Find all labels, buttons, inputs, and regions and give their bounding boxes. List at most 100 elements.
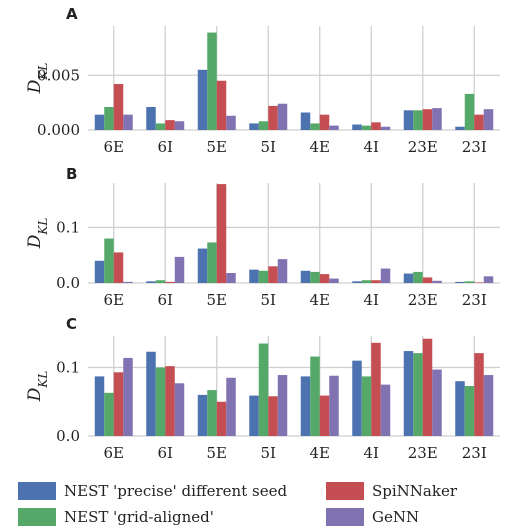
panel-C-xtick-label: 23I — [462, 444, 487, 462]
panel-B-bar — [268, 266, 278, 283]
panel-A-bar — [422, 109, 433, 130]
panel-C-bar — [352, 360, 362, 436]
panel-B-bar — [483, 276, 494, 283]
panel-B-bar — [422, 277, 433, 283]
panel-C-bar — [165, 366, 175, 436]
panel-A-bar — [123, 114, 133, 130]
panel-C-ylabel: DKL — [25, 371, 50, 403]
panel-B-bar — [329, 278, 339, 283]
panel-B-bar — [371, 280, 381, 283]
panel-A-bar — [94, 114, 105, 130]
panel-A-bar — [413, 110, 423, 130]
panel-A-bar — [403, 110, 414, 130]
panel-C-bar — [146, 351, 156, 436]
panel-B-bar — [310, 271, 320, 283]
panel-B-bar — [226, 273, 236, 283]
panel-C-xtick-label: 4E — [310, 444, 331, 462]
ylabel-main: D — [25, 387, 45, 402]
panel-A-xtick-label: 5E — [207, 138, 228, 156]
panel-A-xtick-label: 6I — [158, 138, 174, 156]
panel-C-bar — [474, 353, 484, 436]
legend-swatch — [326, 508, 364, 526]
panel-A-xtick-label: 4I — [364, 138, 380, 156]
panel-B-ytick-label: 0.0 — [56, 274, 80, 292]
panel-A-bar — [352, 124, 362, 130]
panel-A-xtick-label: 4E — [310, 138, 331, 156]
panel-C-bar — [249, 395, 259, 436]
panel-B-bar — [207, 242, 217, 283]
panel-B-bar — [413, 271, 423, 283]
panel-A-bar — [455, 126, 465, 130]
panel-B-bar — [319, 274, 330, 283]
panel-B-bar — [146, 281, 156, 283]
panel-C-bar — [432, 369, 442, 436]
panel-A-bar — [432, 108, 442, 130]
panel-C-bar — [413, 353, 423, 436]
panel-A-bar — [174, 121, 185, 130]
panel-A-bar — [464, 93, 475, 130]
panel-C-bar — [310, 356, 320, 436]
ylabel-main: D — [25, 79, 45, 94]
panel-A-ytick-label: 0.005 — [37, 66, 80, 84]
ylabel-subscript: KL — [36, 371, 50, 389]
panel-C-bar — [197, 394, 208, 436]
panel-B-bar — [155, 280, 166, 283]
panel-B-ylabel: DKL — [25, 218, 50, 250]
panel-C-xtick-label: 6I — [158, 444, 174, 462]
panel-B-xtick-label: 4I — [364, 291, 380, 309]
panel-C-xtick-label: 5E — [207, 444, 228, 462]
panel-C-bar — [371, 342, 381, 436]
legend-label: GeNN — [372, 508, 419, 526]
panel-A-bar — [483, 109, 494, 130]
ylabel-subscript: KL — [36, 218, 50, 236]
panel-C-bar — [455, 381, 465, 436]
panel-B-bar — [197, 248, 208, 283]
panel-C-bar — [380, 384, 391, 436]
legend-label: NEST 'precise' different seed — [64, 482, 287, 500]
panel-C-bar — [155, 367, 166, 436]
panel-C-ytick-label: 0.0 — [56, 427, 80, 445]
panel-A-ytick-label: 0.000 — [37, 121, 80, 139]
ylabel-main: D — [25, 234, 45, 249]
panel-B-xtick-label: 5E — [207, 291, 228, 309]
panel-B-bar — [403, 273, 414, 283]
panel-C-bar — [464, 386, 475, 436]
panel-A-bar — [197, 69, 208, 130]
panel-C-bar — [422, 338, 433, 436]
panel-A-bar — [155, 123, 166, 130]
legend-swatch — [326, 482, 364, 500]
panel-C-xtick-label: 23E — [408, 444, 438, 462]
panel-B-xtick-label: 4E — [310, 291, 331, 309]
panel-B-bar — [361, 280, 372, 283]
legend-label: NEST 'grid-aligned' — [64, 508, 214, 526]
panel-C-bar — [300, 376, 311, 436]
panel-B-bar — [380, 268, 391, 283]
panel-C-bar — [113, 372, 124, 436]
panel-B-bar — [432, 280, 442, 283]
panel-A-bar — [310, 123, 320, 130]
panel-C-bar — [277, 375, 288, 436]
panel-C-bar — [174, 383, 185, 436]
panel-C-xtick-label: 5I — [261, 444, 277, 462]
panel-A-xtick-label: 23E — [408, 138, 438, 156]
panel-B-letter: B — [66, 165, 77, 183]
panel-B-bar — [165, 281, 175, 283]
panel-B-bar — [113, 252, 124, 283]
panel-C-bar — [207, 390, 217, 436]
panel-A-bar — [113, 84, 124, 130]
panel-B-bar — [464, 281, 475, 283]
panel-A-bar — [319, 114, 330, 130]
panel-C-bar — [268, 396, 278, 436]
panel-B-bar — [174, 256, 185, 283]
panel-A-xtick-label: 23I — [462, 138, 487, 156]
panel-C-xtick-label: 6E — [104, 444, 125, 462]
panel-C-bar — [94, 376, 105, 436]
panel-B-xtick-label: 23E — [408, 291, 438, 309]
panel-A-letter: A — [66, 5, 78, 23]
panel-B-bar — [277, 259, 288, 283]
panel-A-bar — [104, 107, 114, 130]
ylabel-subscript: KL — [36, 63, 50, 81]
panel-B-bar — [455, 281, 465, 283]
panel-C-bar — [104, 392, 114, 436]
